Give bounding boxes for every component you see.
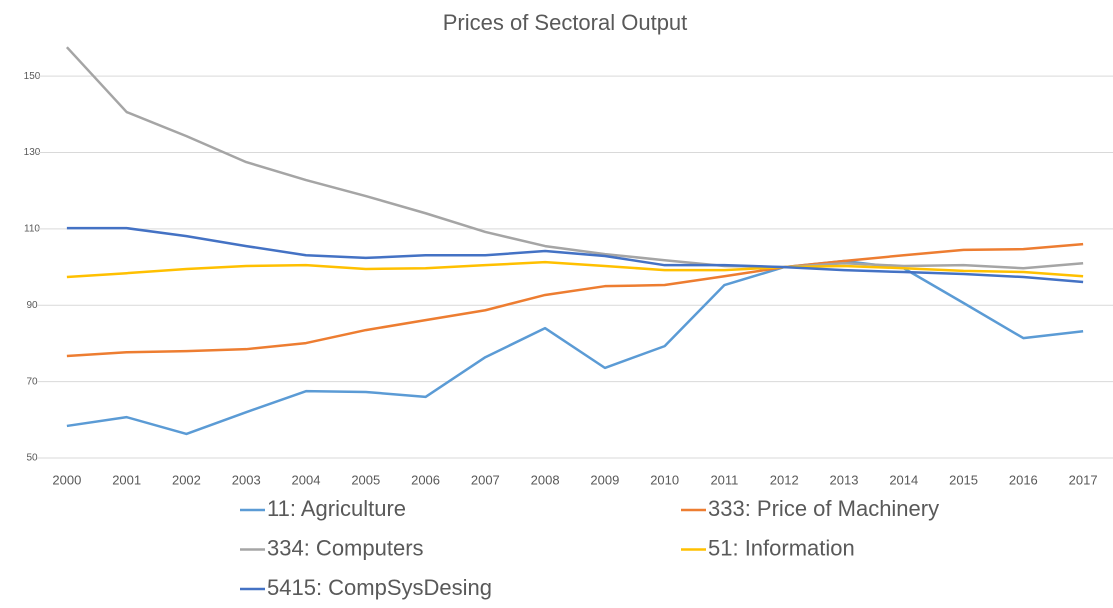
series-line xyxy=(66,259,1084,436)
x-tick-label: 2000 xyxy=(52,472,81,487)
x-tick-label: 2011 xyxy=(710,472,738,487)
x-tick-label: 2005 xyxy=(351,472,380,487)
x-tick-label: 2001 xyxy=(112,472,141,487)
y-tick-label: 70 xyxy=(26,376,38,387)
x-tick-label: 2010 xyxy=(650,472,679,487)
x-tick-label: 2008 xyxy=(531,472,560,487)
series-line xyxy=(66,242,1084,358)
legend-label: 11: Agriculture xyxy=(267,496,406,521)
x-tick-label: 2002 xyxy=(172,472,201,487)
legend-label: 51: Information xyxy=(708,535,855,560)
x-tick-label: 2015 xyxy=(949,472,978,487)
series-line xyxy=(66,226,1084,284)
x-tick-label: 2013 xyxy=(830,472,859,487)
x-tick-label: 2004 xyxy=(292,472,321,487)
x-tick-label: 2014 xyxy=(889,472,918,487)
legend-label: 5415: CompSysDesing xyxy=(267,575,492,600)
y-tick-label: 130 xyxy=(24,147,41,158)
y-tick-label: 50 xyxy=(26,453,38,464)
x-tick-label: 2006 xyxy=(411,472,440,487)
x-tick-label: 2003 xyxy=(232,472,261,487)
x-tick-label: 2007 xyxy=(471,472,500,487)
chart-title: Prices of Sectoral Output xyxy=(443,10,688,35)
y-tick-label: 110 xyxy=(24,224,40,235)
legend-label: 334: Computers xyxy=(267,535,424,560)
series-line xyxy=(66,260,1084,279)
series-line xyxy=(65,46,1084,270)
x-tick-label: 2017 xyxy=(1069,472,1098,487)
x-tick-label: 2012 xyxy=(770,472,799,487)
x-tick-label: 2016 xyxy=(1009,472,1038,487)
y-tick-label: 150 xyxy=(24,71,41,82)
x-tick-label: 2009 xyxy=(590,472,619,487)
legend-label: 333: Price of Machinery xyxy=(708,496,939,521)
y-tick-label: 90 xyxy=(26,300,38,311)
